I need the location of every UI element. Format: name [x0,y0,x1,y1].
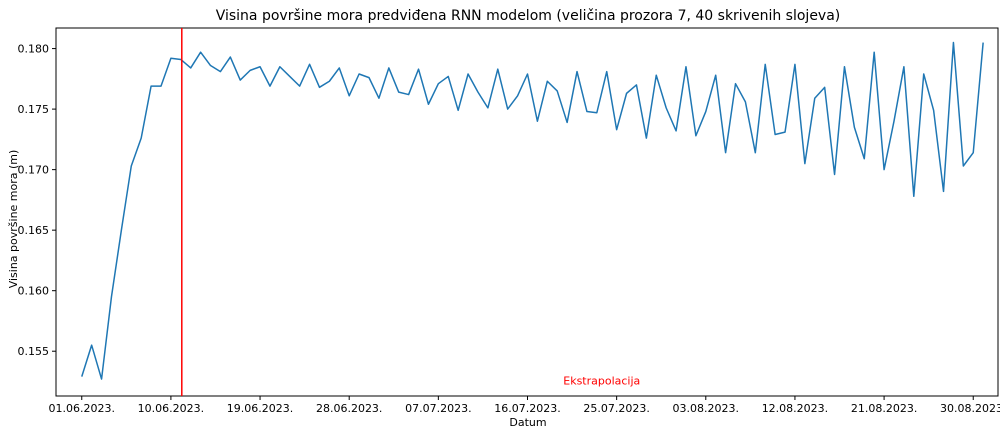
x-tick-label: 19.06.2023. [227,402,293,415]
y-axis-label: Visina površine mora (m) [7,150,20,289]
extrapolation-annotation: Ekstrapolacija [563,374,640,387]
x-tick-label: 01.06.2023. [49,402,115,415]
x-tick-label: 28.06.2023. [316,402,382,415]
x-tick-label: 21.08.2023. [851,402,917,415]
x-tick-label: 10.06.2023. [138,402,204,415]
y-tick-label: 0.180 [18,43,50,56]
x-tick-label: 16.07.2023. [494,402,560,415]
y-tick-label: 0.165 [18,224,50,237]
x-tick-label: 07.07.2023. [405,402,471,415]
y-tick-label: 0.175 [18,103,50,116]
y-tick-label: 0.155 [18,345,50,358]
x-tick-label: 30.08.2023. [940,402,1000,415]
x-tick-label: 12.08.2023. [762,402,828,415]
y-tick-label: 0.170 [18,164,50,177]
plot-area: 0.155 0.160 0.165 0.170 0.175 0.180 01.06.2023… [18,27,1000,415]
x-tick-label: 25.07.2023. [583,402,649,415]
x-axis-label: Datum [509,416,546,429]
chart-title: Visina površine mora predviđena RNN mode… [216,8,841,24]
series-line [81,41,984,380]
x-tick-label: 03.08.2023. [673,402,739,415]
y-tick-label: 0.160 [18,285,50,298]
